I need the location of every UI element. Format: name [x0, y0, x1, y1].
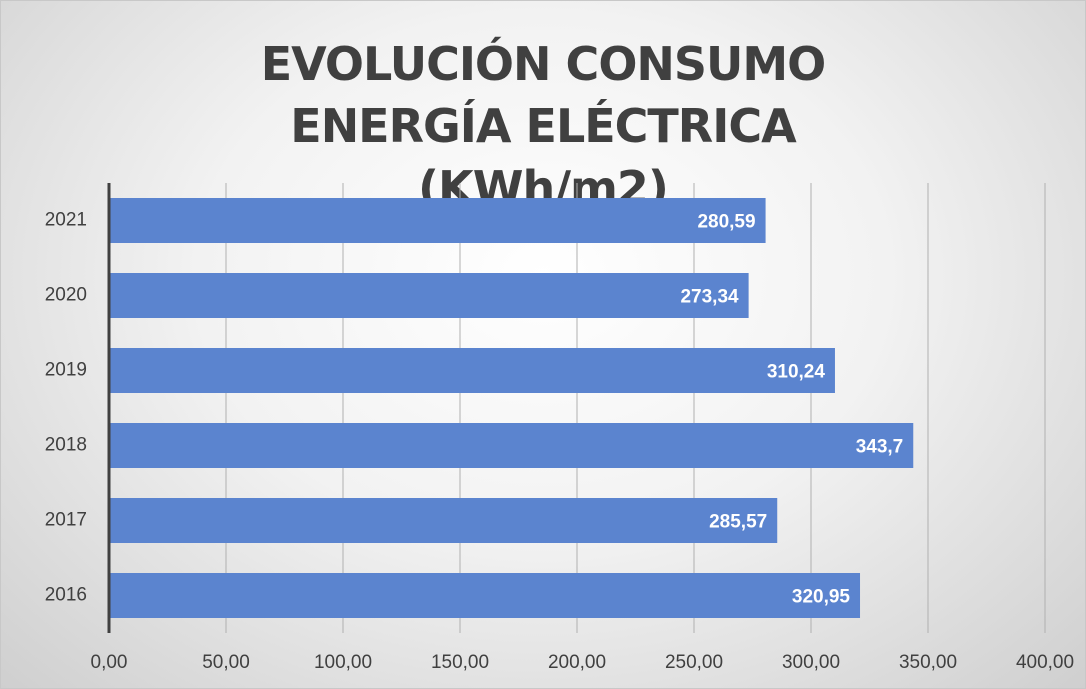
bar [109, 198, 766, 243]
bar [109, 348, 835, 393]
y-tick-label: 2018 [45, 435, 87, 456]
bar [109, 498, 778, 543]
value-label: 320,95 [792, 587, 851, 608]
y-tick-label: 2020 [45, 285, 87, 306]
value-label: 310,24 [767, 362, 826, 383]
value-label: 280,59 [697, 212, 755, 233]
bar [109, 423, 914, 468]
value-label: 343,7 [856, 437, 904, 458]
y-tick-label: 2016 [45, 585, 87, 606]
x-tick-label: 350,00 [899, 652, 957, 673]
y-tick-label: 2019 [45, 360, 87, 381]
value-label: 273,34 [680, 287, 739, 308]
chart-title: EVOLUCIÓN CONSUMO ENERGÍA ELÉCTRICA (KWh… [260, 37, 827, 215]
x-tick-label: 400,00 [1016, 652, 1074, 673]
y-tick-label: 2017 [45, 510, 87, 531]
bar [109, 273, 749, 318]
bar [109, 573, 861, 618]
x-tick-label: 250,00 [665, 652, 723, 673]
x-tick-label: 200,00 [548, 652, 606, 673]
x-tick-label: 0,00 [91, 652, 128, 673]
value-label: 285,57 [709, 512, 767, 533]
x-tick-label: 300,00 [782, 652, 840, 673]
y-tick-label: 2021 [45, 210, 87, 231]
x-tick-label: 100,00 [314, 652, 372, 673]
x-tick-label: 150,00 [431, 652, 489, 673]
x-tick-label: 50,00 [202, 652, 250, 673]
